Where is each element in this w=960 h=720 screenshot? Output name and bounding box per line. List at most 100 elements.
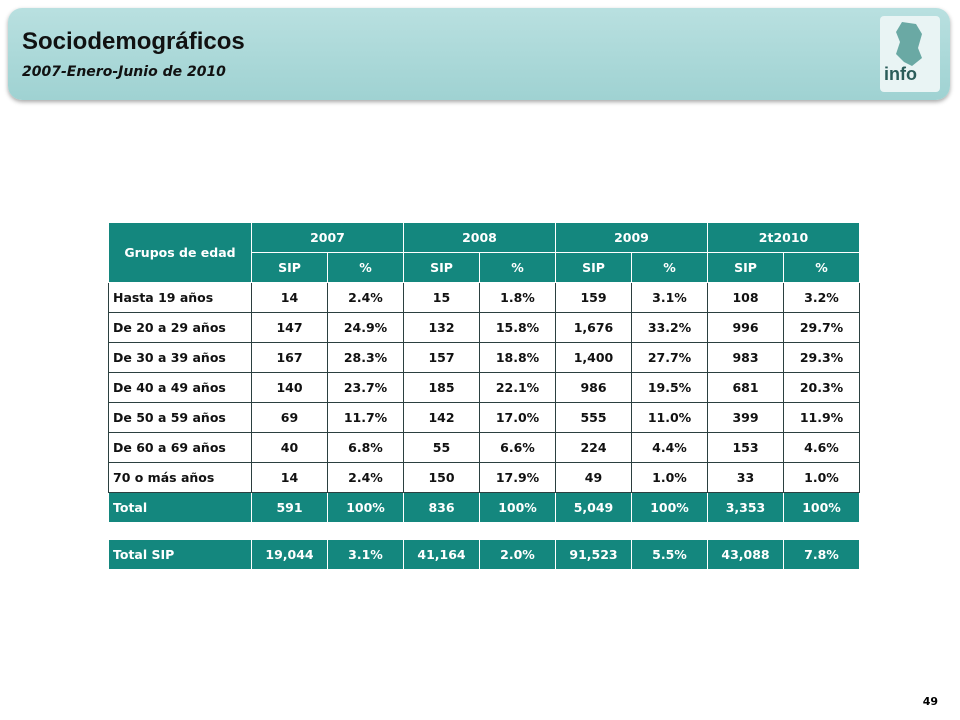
row: De 60 a 69 años 40 6.8% 55 6.6% 224 4.4% 153 4.6…	[108, 432, 860, 463]
cell: Hasta 19 años	[108, 282, 252, 313]
cell: 3.1%	[631, 282, 708, 313]
cell: 11.9%	[783, 402, 860, 433]
cell: 24.9%	[327, 312, 404, 343]
cell: 28.3%	[327, 342, 404, 373]
cell: SIP	[251, 252, 328, 283]
cell: 29.3%	[783, 342, 860, 373]
cell: 147	[251, 312, 328, 343]
cell: 2008	[403, 222, 556, 253]
cell: 100%	[783, 492, 860, 523]
cell: 2t2010	[707, 222, 860, 253]
cell: 2.4%	[327, 462, 404, 493]
cell: 70 o más años	[108, 462, 252, 493]
cell: 153	[707, 432, 784, 463]
cell: De 60 a 69 años	[108, 432, 252, 463]
cell: 1.0%	[631, 462, 708, 493]
logo: info	[880, 16, 940, 92]
cell: 15.8%	[479, 312, 556, 343]
cell: 17.0%	[479, 402, 556, 433]
cell: De 40 a 49 años	[108, 372, 252, 403]
cell: 2.0%	[479, 539, 556, 570]
cell: De 50 a 59 años	[108, 402, 252, 433]
cell: 4.4%	[631, 432, 708, 463]
cell: %	[631, 252, 708, 283]
cell: 11.7%	[327, 402, 404, 433]
cell: 2.4%	[327, 282, 404, 313]
cell: 14	[251, 282, 328, 313]
page-number: 49	[922, 695, 938, 708]
row: Total 591 100% 836 100% 5,049 100% 3,353 100%	[108, 492, 860, 523]
cell: 41,164	[403, 539, 480, 570]
cell: 22.1%	[479, 372, 556, 403]
cell: 40	[251, 432, 328, 463]
cell: 6.6%	[479, 432, 556, 463]
cell: Total	[108, 492, 252, 523]
cell: Grupos de edad	[108, 222, 252, 283]
cell: 140	[251, 372, 328, 403]
cell: 23.7%	[327, 372, 404, 403]
cell: 5,049	[555, 492, 632, 523]
cell: 2007	[251, 222, 404, 253]
cell: 19.5%	[631, 372, 708, 403]
cell: De 30 a 39 años	[108, 342, 252, 373]
row: De 40 a 49 años 140 23.7% 185 22.1% 986 19.5% 6…	[108, 372, 860, 403]
cell: 19,044	[251, 539, 328, 570]
cell: 17.9%	[479, 462, 556, 493]
cell: %	[479, 252, 556, 283]
row: De 20 a 29 años 147 24.9% 132 15.8% 1,676 33.2…	[108, 312, 860, 343]
row: SIP% SIP% SIP% SIP%	[109, 252, 860, 283]
cell: 100%	[631, 492, 708, 523]
cell: 167	[251, 342, 328, 373]
cell: 399	[707, 402, 784, 433]
cell: 49	[555, 462, 632, 493]
cell: 983	[707, 342, 784, 373]
cell: 18.8%	[479, 342, 556, 373]
cell: 91,523	[555, 539, 632, 570]
cell: 33.2%	[631, 312, 708, 343]
cell: 29.7%	[783, 312, 860, 343]
total-sip-table: Total SIP 19,044 3.1% 41,164 2.0% 91,523 5.5% 4…	[108, 539, 860, 570]
cell: 142	[403, 402, 480, 433]
cell: 6.8%	[327, 432, 404, 463]
cell: 1.0%	[783, 462, 860, 493]
cell: 15	[403, 282, 480, 313]
subtitle: 2007-Enero-Junio de 2010	[22, 64, 226, 80]
cell: 3,353	[707, 492, 784, 523]
cell: 11.0%	[631, 402, 708, 433]
cell: 159	[555, 282, 632, 313]
cell: 100%	[479, 492, 556, 523]
cell: 150	[403, 462, 480, 493]
cell: 224	[555, 432, 632, 463]
cell: Total SIP	[108, 539, 252, 570]
cell: 4.6%	[783, 432, 860, 463]
cell: 1,400	[555, 342, 632, 373]
cell: 185	[403, 372, 480, 403]
cell: 157	[403, 342, 480, 373]
cell: 996	[707, 312, 784, 343]
cell: 108	[707, 282, 784, 313]
cell: 43,088	[707, 539, 784, 570]
cell: 55	[403, 432, 480, 463]
cell: 100%	[327, 492, 404, 523]
cell: 14	[251, 462, 328, 493]
logo-text: info	[884, 64, 917, 84]
cell: %	[327, 252, 404, 283]
cell: 33	[707, 462, 784, 493]
cell: 27.7%	[631, 342, 708, 373]
row: 70 o más años 14 2.4% 150 17.9% 49 1.0% 33 1.0%	[108, 462, 860, 493]
cell: 132	[403, 312, 480, 343]
cell: 5.5%	[631, 539, 708, 570]
cell: SIP	[403, 252, 480, 283]
cell: SIP	[707, 252, 784, 283]
row: De 50 a 59 años 69 11.7% 142 17.0% 555 11.0% 39…	[108, 402, 860, 433]
cell: SIP	[555, 252, 632, 283]
cell: 836	[403, 492, 480, 523]
data-table: Grupos de edad 2007 2008 2009 2t2010 SIP% SIP%…	[108, 222, 860, 523]
cell: 2009	[555, 222, 708, 253]
cell: 555	[555, 402, 632, 433]
cell: 69	[251, 402, 328, 433]
cell: 1,676	[555, 312, 632, 343]
cell: 3.1%	[327, 539, 404, 570]
banner: Sociodemográficos 2007-Enero-Junio de 20…	[8, 8, 950, 100]
